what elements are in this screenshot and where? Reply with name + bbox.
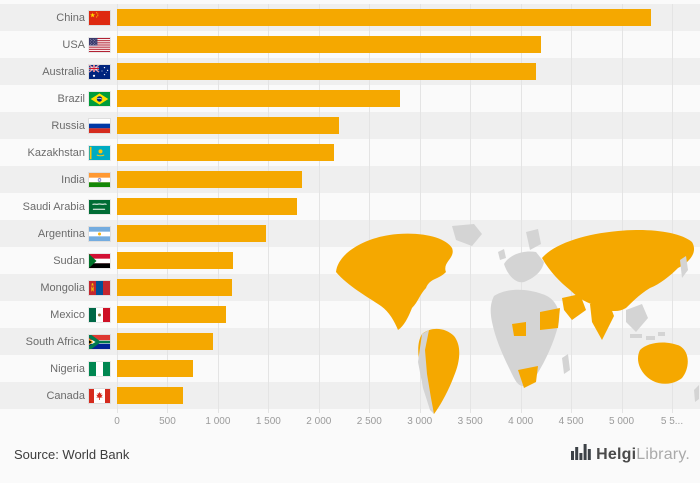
row-band	[0, 166, 700, 193]
row-band	[0, 328, 700, 355]
map-asia	[542, 230, 695, 312]
x-tick-label: 3 500	[457, 416, 483, 427]
value-bar[interactable]	[117, 9, 651, 26]
x-tick-label: 5 5...	[660, 416, 684, 427]
country-label: USA	[62, 38, 85, 51]
x-tick-label: 1 000	[205, 416, 231, 427]
value-bar[interactable]	[117, 36, 541, 53]
gridline	[672, 4, 673, 413]
map-uk	[498, 249, 506, 260]
map-indonesia	[630, 334, 642, 338]
helgi-logo-text: HelgiLibrary.	[596, 446, 690, 464]
value-bar[interactable]	[117, 117, 339, 134]
country-label: Mongolia	[40, 281, 85, 294]
flag-mongolia-icon	[89, 280, 110, 295]
value-bar[interactable]	[117, 198, 297, 215]
value-bar[interactable]	[117, 333, 213, 350]
x-tick-label: 2 000	[306, 416, 332, 427]
map-south-africa	[518, 366, 538, 388]
map-japan	[680, 256, 688, 278]
flag-kazakhstan-icon	[89, 145, 110, 160]
map-indonesia	[646, 336, 655, 340]
world-map	[336, 224, 699, 414]
map-greenland	[452, 224, 482, 246]
map-madagascar	[562, 354, 570, 374]
country-label: Mexico	[50, 308, 85, 321]
map-new-zealand	[694, 385, 699, 402]
flag-china-icon	[89, 10, 110, 25]
gridline	[571, 4, 573, 413]
gridline	[520, 4, 522, 413]
value-bar[interactable]	[117, 171, 302, 188]
country-label: China	[56, 11, 85, 24]
map-nigeria	[512, 322, 526, 336]
flag-saudi-arabia-icon	[89, 199, 110, 214]
country-label: Brazil	[57, 92, 85, 105]
country-label: India	[61, 173, 85, 186]
row-band	[0, 112, 700, 139]
flag-south-africa-icon	[89, 334, 110, 349]
country-label: Kazakhstan	[27, 146, 85, 159]
gridline	[369, 4, 371, 413]
map-india	[590, 300, 614, 340]
country-label: Saudi Arabia	[22, 200, 85, 213]
x-tick-label: 4 000	[508, 416, 534, 427]
row-band	[0, 382, 700, 409]
value-bar[interactable]	[117, 225, 267, 242]
gridline	[318, 4, 320, 413]
map-scandinavia	[526, 229, 541, 250]
map-southeast-asia	[626, 304, 648, 332]
value-bar[interactable]	[117, 252, 234, 269]
gridline	[470, 4, 472, 413]
flag-sudan-icon	[89, 253, 110, 268]
logo-primary: Helgi	[596, 445, 637, 463]
country-label: South Africa	[25, 335, 85, 348]
source-note: Source: World Bank	[14, 447, 130, 462]
helgi-logo-icon	[571, 444, 591, 465]
map-saudi-arabia	[562, 294, 586, 320]
x-tick-label: 4 500	[558, 416, 584, 427]
value-bar[interactable]	[117, 90, 400, 107]
flag-mexico-icon	[89, 307, 110, 322]
value-bar[interactable]	[117, 306, 226, 323]
flag-india-icon	[89, 172, 110, 187]
gridline	[621, 4, 623, 413]
map-indonesia	[658, 332, 665, 336]
x-tick-label: 0	[114, 416, 120, 427]
value-bar[interactable]	[117, 360, 193, 377]
flag-canada-icon	[89, 388, 110, 403]
x-tick-label: 5 000	[609, 416, 635, 427]
flag-argentina-icon	[89, 226, 110, 241]
country-label: Russia	[51, 119, 85, 132]
map-europe	[504, 251, 544, 283]
country-label: Canada	[46, 389, 85, 402]
x-tick-label: 3 000	[407, 416, 433, 427]
helgi-logo[interactable]: HelgiLibrary.	[571, 444, 690, 465]
value-bar[interactable]	[117, 387, 183, 404]
value-bar[interactable]	[117, 63, 536, 80]
country-label: Sudan	[53, 254, 85, 267]
country-label: Australia	[42, 65, 85, 78]
map-south-america-west	[418, 330, 434, 414]
country-label: Nigeria	[50, 362, 85, 375]
flag-australia-icon	[89, 64, 110, 79]
map-north-america	[336, 233, 453, 330]
value-bar[interactable]	[117, 279, 233, 296]
country-label: Argentina	[37, 227, 85, 240]
gridline	[419, 4, 421, 413]
map-sudan	[540, 308, 560, 330]
flag-russia-icon	[89, 118, 110, 133]
x-tick-label: 1 500	[255, 416, 281, 427]
flag-usa-icon	[89, 37, 110, 52]
x-tick-label: 500	[159, 416, 176, 427]
value-bar[interactable]	[117, 144, 334, 161]
flag-nigeria-icon	[89, 361, 110, 376]
logo-secondary: Library.	[636, 445, 690, 463]
x-tick-label: 2 500	[356, 416, 382, 427]
map-australia	[638, 342, 688, 384]
flag-brazil-icon	[89, 91, 110, 106]
